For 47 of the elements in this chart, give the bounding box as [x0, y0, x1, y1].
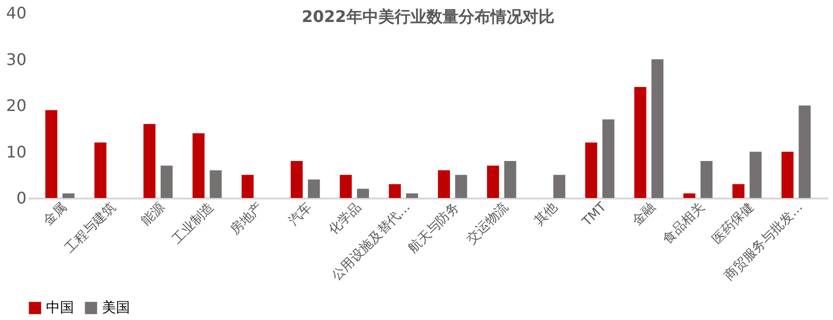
- y-tick-label: 0: [16, 188, 26, 208]
- x-tick-label: 汽车: [286, 200, 316, 229]
- bar: [798, 106, 811, 198]
- bar: [455, 174, 468, 198]
- bar: [700, 161, 713, 198]
- bar: [750, 152, 762, 198]
- bar: [406, 193, 418, 198]
- x-tick-label: 化学品: [326, 200, 364, 238]
- chart-title: 2022年中美行业数量分布情况对比: [302, 7, 554, 26]
- bar: [602, 119, 614, 198]
- bar: [585, 142, 598, 198]
- x-tick-label: 房地产: [227, 199, 266, 238]
- bar: [438, 170, 450, 198]
- y-tick-label: 20: [6, 96, 26, 115]
- bar: [210, 170, 222, 198]
- bar: [732, 184, 744, 198]
- bar: [94, 142, 106, 198]
- bar: [683, 193, 696, 198]
- bar: [634, 87, 646, 198]
- bar: [192, 133, 205, 198]
- x-tick-label: 金属: [40, 200, 70, 229]
- y-tick-label: 10: [6, 142, 26, 162]
- y-tick-label: 30: [6, 50, 26, 69]
- bar: [143, 124, 156, 198]
- bar: [242, 174, 254, 198]
- bar: [290, 161, 303, 198]
- x-tick-label: 工业制造: [170, 200, 218, 248]
- bar: [340, 174, 352, 198]
- bar: [308, 180, 320, 198]
- bar: [553, 174, 566, 198]
- legend-label: 美国: [102, 300, 130, 316]
- bar: [651, 59, 664, 198]
- y-tick-label: 40: [6, 4, 26, 22]
- bar: [45, 110, 58, 198]
- bar: [62, 193, 74, 198]
- x-tick-label: 食品相关: [660, 200, 708, 248]
- x-tick-label: 金融: [630, 200, 659, 229]
- bar: [782, 152, 794, 198]
- x-tick-label: 其他: [532, 200, 561, 229]
- bar: [388, 184, 401, 198]
- bar: [356, 188, 369, 198]
- bar: [504, 161, 516, 198]
- bar: [160, 166, 173, 198]
- legend-label: 中国: [46, 300, 74, 316]
- x-tick-label: 能源: [138, 200, 168, 229]
- x-tick-label: 交运物流: [463, 199, 512, 248]
- bar: [487, 166, 500, 198]
